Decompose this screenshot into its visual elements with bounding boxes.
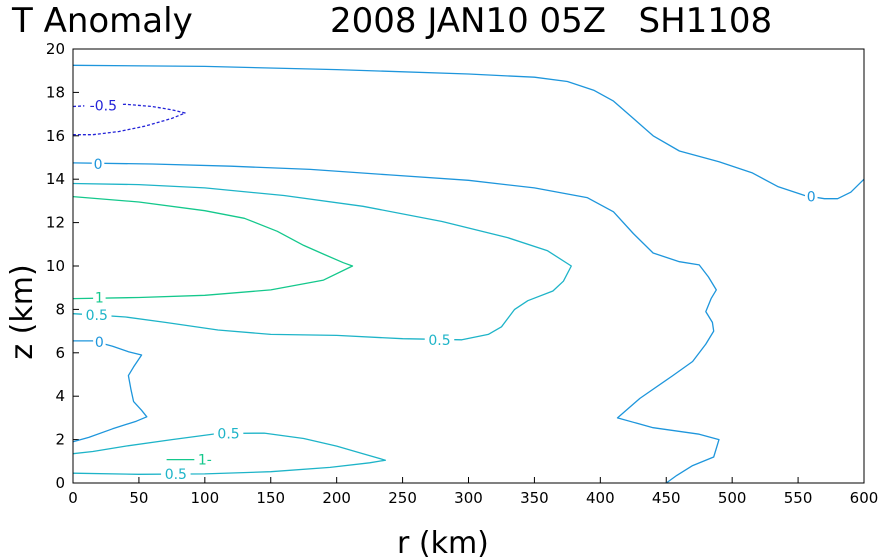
y-tick-label: 16: [46, 127, 65, 145]
x-tick-label: 500: [718, 489, 747, 507]
x-axis-label: r (km): [397, 526, 489, 558]
y-tick-label: 0: [55, 474, 65, 492]
y-axis-ticks: 0 2 4 6 8 10 12 14 16 18 20: [46, 40, 79, 492]
y-axis-label: z (km): [5, 264, 40, 359]
contour-label-bg: [194, 451, 216, 467]
contour-label: 1: [95, 290, 104, 306]
x-tick-label: 100: [191, 489, 220, 507]
y-tick-label: 2: [55, 431, 65, 449]
contour-label: 0: [807, 190, 816, 206]
contour-label: -0.5: [90, 98, 117, 114]
contour-label-bg: [213, 425, 244, 441]
contour-label-bg: [161, 465, 191, 481]
contour-label: 0: [95, 335, 104, 351]
contour-line-level-0: [72, 162, 720, 484]
y-tick-label: 20: [46, 40, 65, 58]
y-tick-label: 18: [46, 83, 65, 101]
x-tick-label: 250: [388, 489, 417, 507]
y-tick-label: 12: [46, 214, 65, 232]
x-tick-label: 0: [68, 489, 78, 507]
contour-line-level-1: [72, 195, 354, 300]
contour-line-level-0: [72, 340, 148, 443]
contour-label: 0.5: [428, 333, 450, 349]
contour-label-bg: [93, 333, 106, 349]
x-tick-label: 600: [850, 489, 879, 507]
x-tick-label: 200: [322, 489, 351, 507]
contour-label-bg: [91, 156, 105, 172]
contour-label: 0.5: [86, 308, 108, 324]
y-tick-label: 14: [46, 170, 65, 188]
plot-frame: [72, 48, 865, 484]
x-tick-label: 150: [256, 489, 285, 507]
contour-label: 0.5: [217, 427, 239, 443]
x-tick-label: 400: [586, 489, 615, 507]
y-tick-label: 10: [46, 257, 65, 275]
contour-label: 0: [94, 157, 103, 173]
y-tick-label: 6: [55, 344, 65, 362]
contour-label: 1-: [198, 453, 212, 469]
contour-line-level-0: [72, 64, 865, 200]
contour-line-level-0p5: [72, 432, 387, 475]
contour-label-bg: [93, 289, 106, 305]
contour-lines: [72, 64, 865, 484]
x-tick-label: 550: [784, 489, 813, 507]
y-tick-label: 4: [55, 387, 65, 405]
contour-label-bg: [424, 331, 455, 347]
contour-label-bg: [81, 306, 112, 322]
contour-label: 0.5: [165, 467, 187, 483]
y-tick-label: 8: [55, 300, 65, 318]
x-tick-label: 300: [454, 489, 483, 507]
contour-label-bg: [84, 97, 123, 113]
contour-line-level-0p5: [72, 182, 572, 341]
x-tick-label: 50: [129, 489, 148, 507]
chart-title-left: T Anomaly: [11, 1, 193, 41]
x-tick-label: 350: [520, 489, 549, 507]
contour-labels: -0.5 0 0 1 0.5 0 0.5 0.5 1- 0.5: [81, 97, 818, 483]
x-tick-label: 450: [652, 489, 681, 507]
x-axis-ticks: 0 50 100 150 200 250 300 350 400 450 500 550 600: [68, 477, 878, 507]
contour-label-bg: [805, 188, 818, 204]
chart-title-right: 2008 JAN10 05Z SH1108: [330, 1, 772, 41]
